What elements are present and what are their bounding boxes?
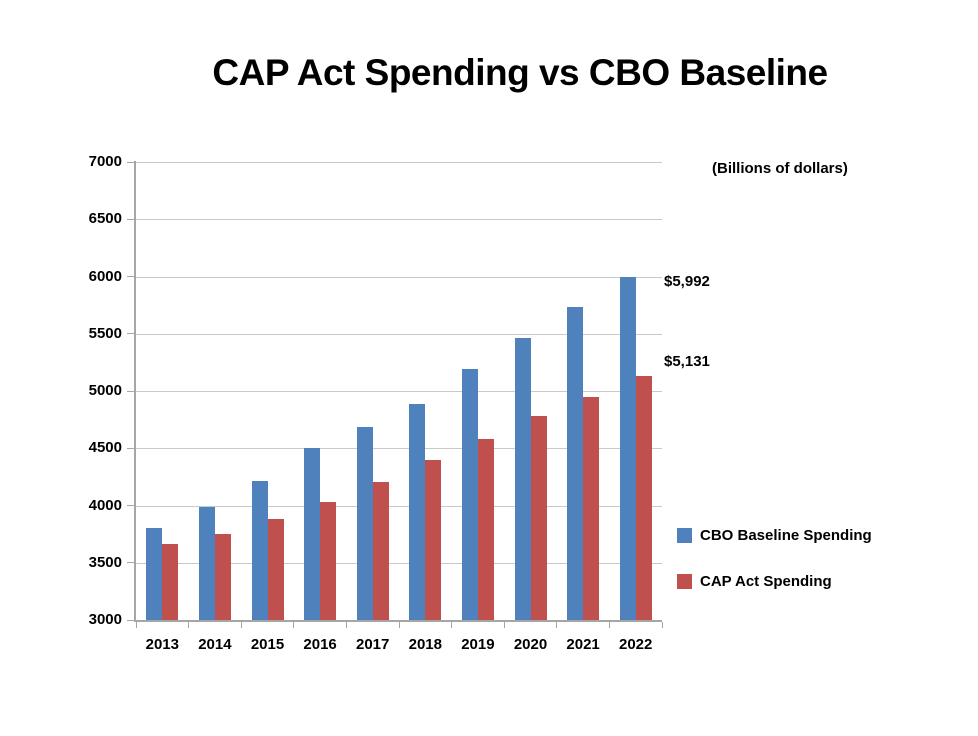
y-axis-tick: [127, 218, 134, 220]
gridline: [136, 219, 662, 221]
y-axis-tick-label: 5500: [88, 324, 122, 342]
x-axis-line: [134, 620, 662, 622]
y-axis-tick-label: 4500: [88, 439, 122, 457]
x-axis-tick-label: 2014: [198, 636, 232, 653]
x-axis-tick-label: 2015: [250, 636, 285, 653]
gridline: [136, 448, 662, 450]
x-axis-tick: [451, 622, 453, 628]
y-axis-tick: [127, 276, 134, 277]
x-axis-tick: [556, 622, 558, 628]
x-axis-tick-label: 2016: [303, 636, 337, 653]
legend: CBO Baseline Spending CAP Act Spending: [677, 526, 872, 618]
legend-label: CBO Baseline Spending: [700, 526, 872, 544]
bar-cap-act-spending-2022: [635, 376, 652, 620]
legend-item-cbo-baseline-spending: CBO Baseline Spending: [677, 526, 872, 544]
x-axis-tick-label: 2020: [513, 636, 548, 653]
x-axis-tick: [345, 622, 347, 628]
y-axis-tick: [127, 161, 134, 163]
y-axis-tick: [127, 505, 134, 506]
x-axis-tick: [661, 622, 663, 628]
data-label: $5,131: [664, 353, 710, 370]
y-axis-tick-label: 5000: [88, 382, 122, 399]
x-axis-labels: 2013 2014 2015 2016 2017 2018 2019 2020 2021 2022: [136, 637, 662, 657]
y-axis-tick-label: 7000: [88, 153, 122, 170]
gridline: [136, 162, 662, 163]
y-axis-line: [134, 161, 136, 622]
y-axis-tick: [127, 333, 134, 335]
bar-cbo-baseline-spending-2014: [198, 507, 215, 620]
bar-cap-act-spending-2017: [372, 482, 389, 620]
bar-cap-act-spending-2020: [530, 415, 547, 620]
bar-cbo-baseline-spending-2015: [251, 480, 268, 620]
bar-cap-act-spending-2018: [425, 460, 442, 620]
y-axis-tick-label: 4000: [88, 496, 122, 514]
gridline: [136, 562, 662, 564]
x-axis-tick-label: 2018: [408, 636, 442, 653]
data-label: $5,992: [664, 273, 710, 291]
x-axis-tick-label: 2017: [356, 636, 390, 653]
y-axis-tick-label: 6000: [88, 267, 122, 285]
x-axis-tick-label: 2021: [566, 636, 600, 653]
legend-label: CAP Act Spending: [700, 572, 832, 590]
bar-cbo-baseline-spending-2018: [409, 404, 426, 620]
gridline: [136, 505, 662, 507]
y-axis-tick: [127, 562, 134, 564]
legend-swatch: [677, 527, 692, 543]
gridline: [136, 276, 662, 278]
gridline: [136, 391, 662, 392]
bar-cap-act-spending-2016: [320, 502, 337, 620]
bar-cap-act-spending-2021: [583, 396, 600, 620]
bar-cbo-baseline-spending-2021: [567, 307, 584, 620]
bar-cap-act-spending-2014: [214, 534, 231, 620]
x-axis-tick-label: 2019: [461, 636, 495, 653]
x-axis-tick: [293, 622, 295, 628]
gridline: [136, 333, 662, 335]
bar-cbo-baseline-spending-2017: [356, 426, 373, 620]
bar-cbo-baseline-spending-2013: [146, 527, 163, 620]
legend-item-cap-act-spending: CAP Act Spending: [677, 572, 872, 590]
y-axis-tick: [127, 619, 134, 621]
y-axis-tick-label: 3000: [88, 611, 122, 628]
x-axis-tick: [240, 622, 242, 628]
x-axis-tick: [398, 622, 400, 628]
y-axis-labels: 3000 3500 4000 4500 5000 5500 6000 6500 7000: [56, 153, 122, 628]
bar-cap-act-spending-2013: [162, 543, 179, 620]
x-axis-tick: [608, 622, 610, 628]
x-axis-tick: [503, 622, 505, 628]
y-axis-tick: [127, 390, 134, 392]
bar-cap-act-spending-2019: [477, 438, 494, 620]
bar-cbo-baseline-spending-2016: [304, 448, 321, 620]
bar-cbo-baseline-spending-2022: [619, 277, 636, 620]
bar-cbo-baseline-spending-2020: [514, 338, 531, 620]
bar-cap-act-spending-2015: [267, 519, 284, 620]
x-axis-tick: [135, 622, 137, 628]
y-axis-tick: [127, 447, 134, 449]
units-note: (Billions of dollars): [712, 160, 848, 177]
chart-title: CAP Act Spending vs CBO Baseline: [212, 52, 828, 93]
y-axis-tick-label: 6500: [88, 210, 122, 228]
bar-cbo-baseline-spending-2019: [461, 369, 478, 620]
plot-area: $5,992 $5,131: [127, 161, 710, 628]
x-axis-tick-label: 2022: [619, 636, 653, 653]
x-axis-tick-label: 2013: [145, 636, 179, 653]
y-axis-tick-label: 3500: [88, 553, 122, 571]
x-axis-tick: [188, 622, 190, 628]
legend-swatch: [677, 573, 692, 589]
